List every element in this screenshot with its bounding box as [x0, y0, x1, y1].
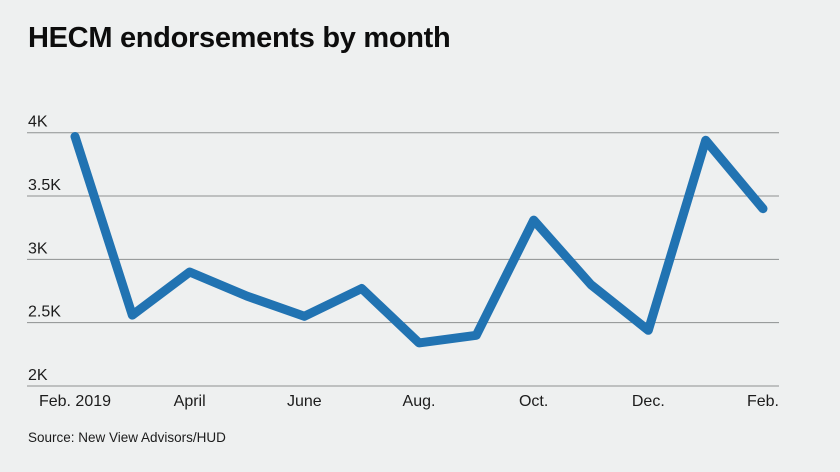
y-tick-label: 3K — [28, 240, 48, 257]
y-axis-labels-group: 2K 2.5K 3K 3.5K 4K — [28, 114, 61, 384]
x-tick-label: Feb. — [747, 393, 779, 410]
y-tick-label: 2.5K — [28, 304, 61, 321]
data-series-line — [70, 132, 768, 348]
x-tick-label: Oct. — [519, 393, 548, 410]
source-note: Source: New View Advisors/HUD — [28, 430, 226, 445]
y-tick-label: 2K — [28, 367, 48, 384]
x-tick-label: June — [287, 393, 322, 410]
x-tick-label: Feb. 2019 — [39, 393, 111, 410]
x-tick-label: Dec. — [632, 393, 665, 410]
x-tick-label: April — [174, 393, 206, 410]
x-axis-labels-group: Feb. 2019 April June Aug. Oct. Dec. Feb. — [39, 393, 779, 410]
chart-title: HECM endorsements by month — [28, 22, 451, 54]
data-series-group — [70, 132, 768, 348]
y-tick-label: 3.5K — [28, 177, 61, 194]
y-tick-label: 4K — [28, 114, 48, 131]
x-tick-label: Aug. — [403, 393, 436, 410]
